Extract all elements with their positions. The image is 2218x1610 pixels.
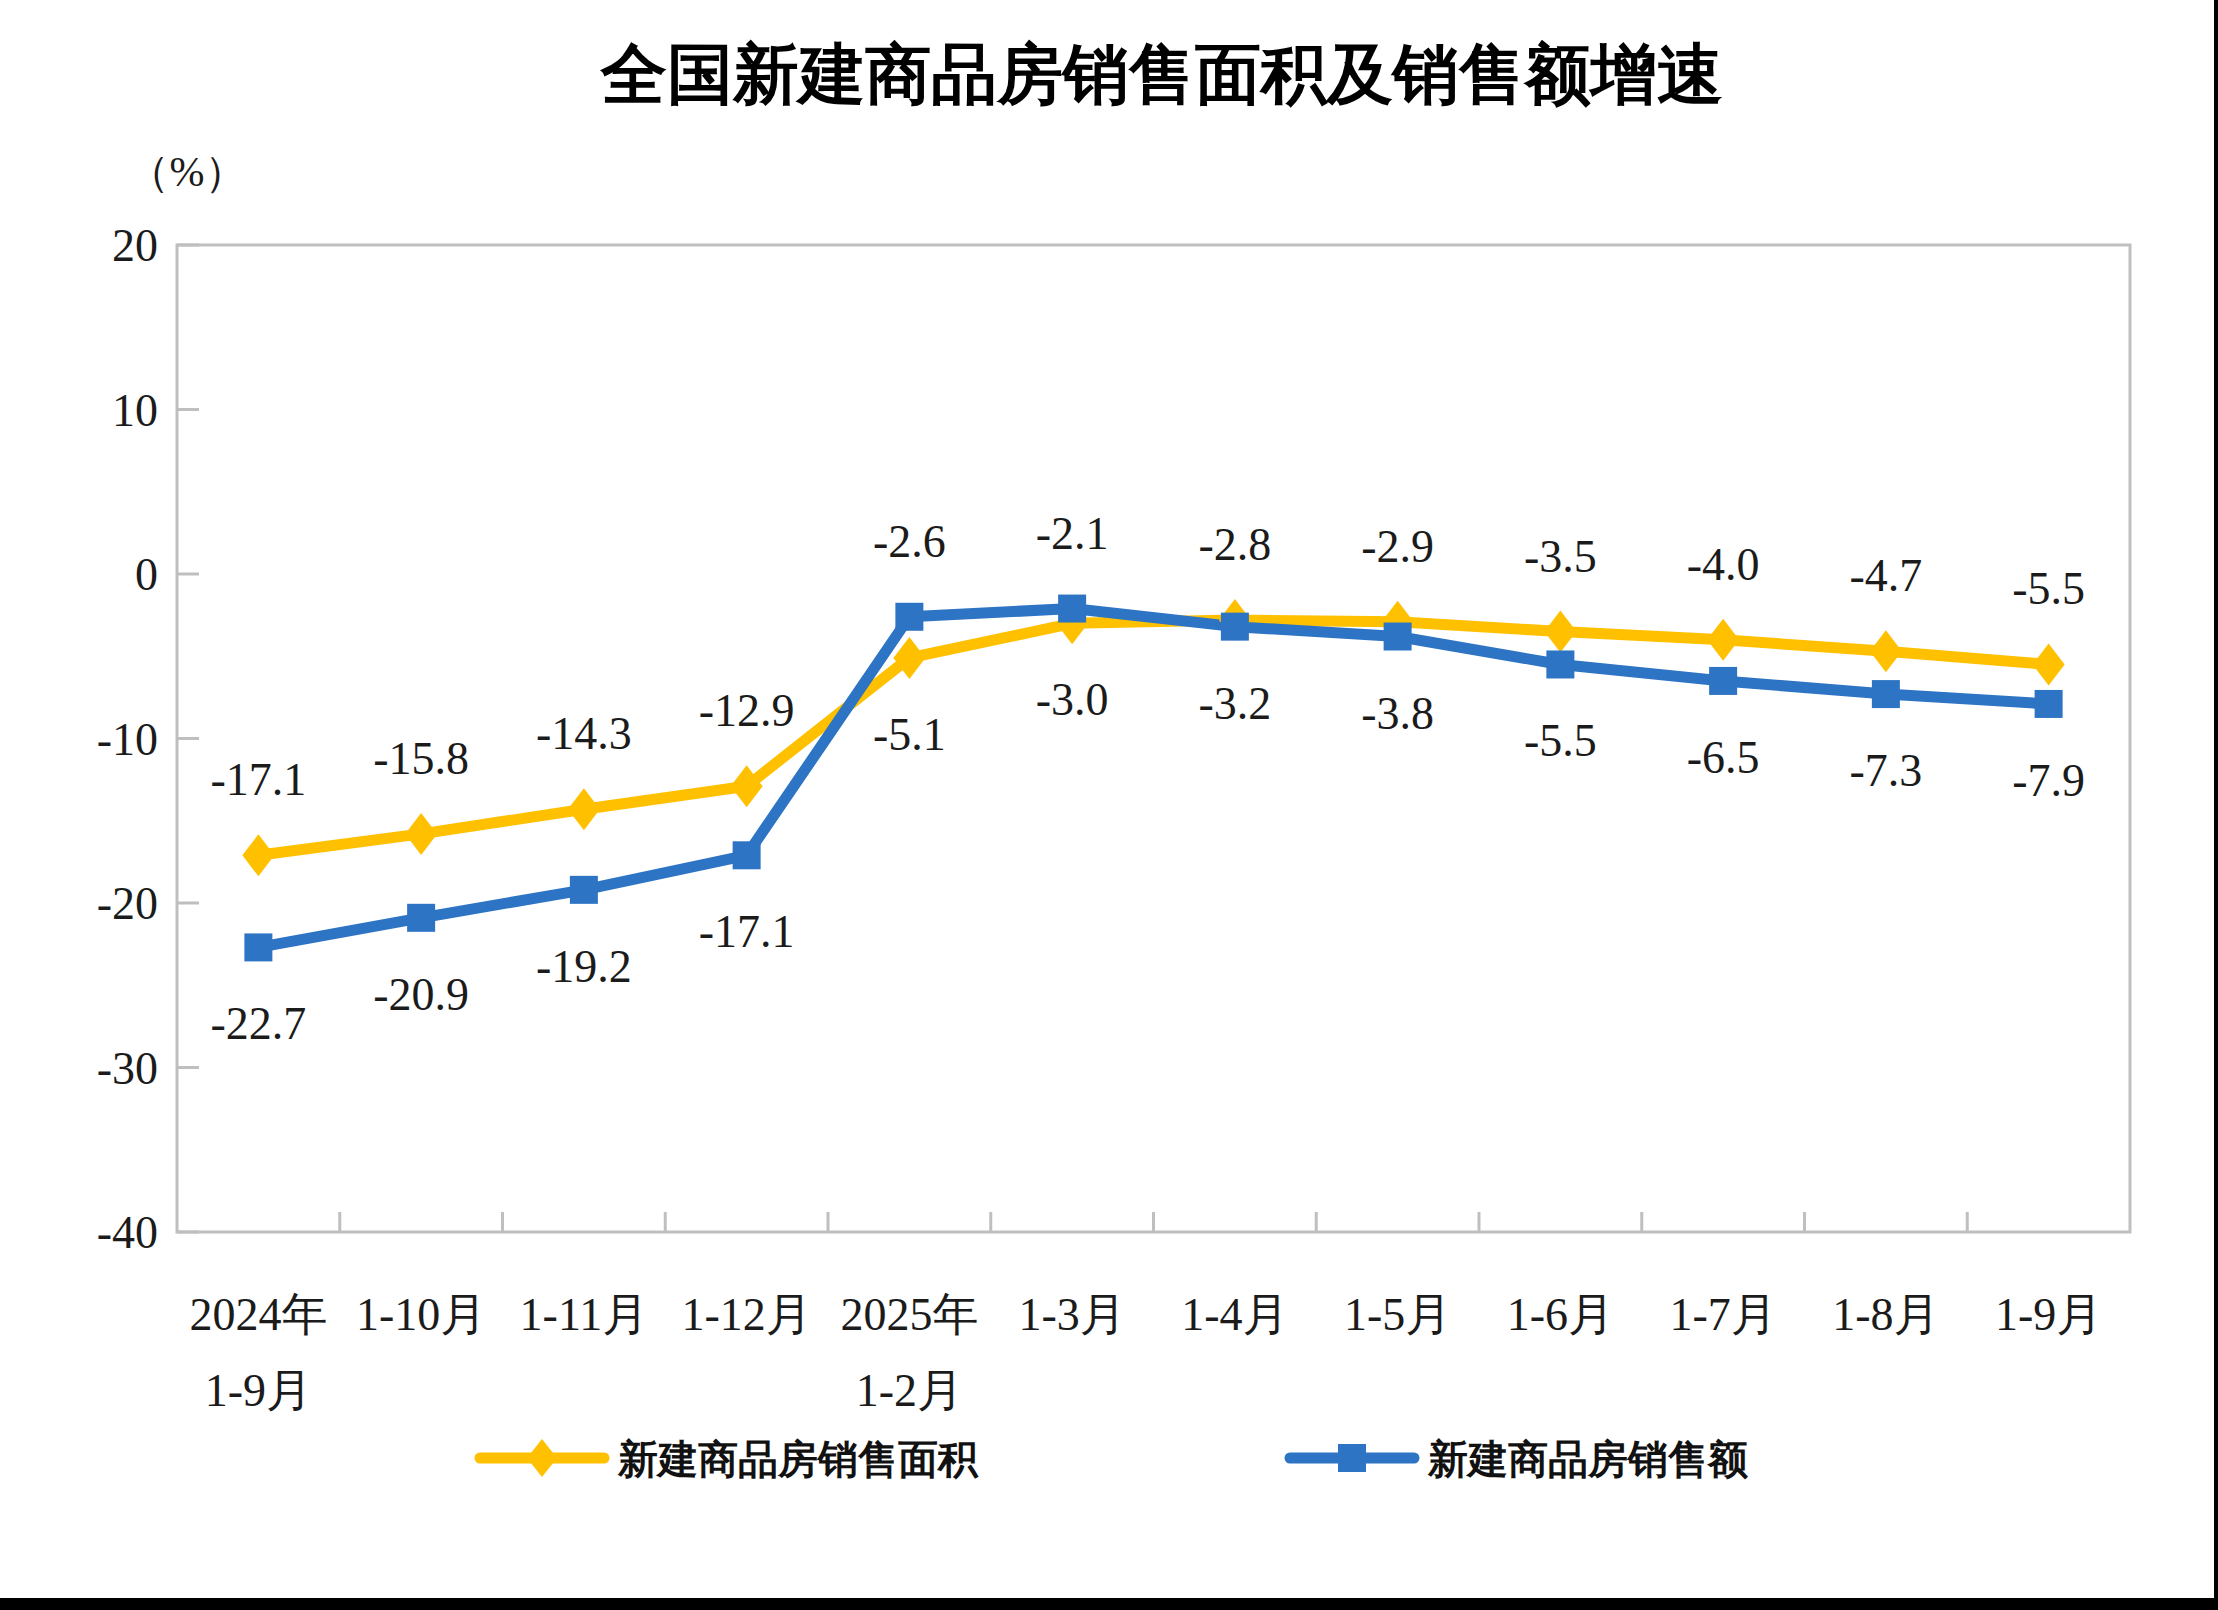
sales-area-value-label: -15.8 bbox=[373, 733, 469, 784]
sales-amount-value-label: -17.1 bbox=[699, 906, 795, 957]
page-background bbox=[0, 0, 2218, 1610]
y-axis-tick-label: -40 bbox=[97, 1207, 158, 1258]
sales-amount-value-label: -2.6 bbox=[873, 516, 946, 567]
x-axis-category-label: 1-9月 bbox=[1995, 1289, 2102, 1340]
x-axis-category-label: 1-10月 bbox=[356, 1289, 486, 1340]
x-axis-category-label: 2025年 bbox=[840, 1289, 978, 1340]
sales-amount-marker bbox=[2035, 690, 2063, 718]
sales-amount-value-label: -20.9 bbox=[373, 969, 469, 1020]
x-axis-category-label: 1-12月 bbox=[681, 1289, 811, 1340]
sales-amount-legend-marker bbox=[1338, 1444, 1366, 1472]
x-axis-category-label: 1-2月 bbox=[856, 1365, 963, 1416]
sales-area-value-label: -2.9 bbox=[1361, 521, 1434, 572]
sales-amount-value-label: -7.9 bbox=[2012, 755, 2085, 806]
sales-amount-value-label: -6.5 bbox=[1687, 732, 1760, 783]
sales-amount-marker bbox=[895, 603, 923, 631]
sales-area-value-label: -3.0 bbox=[1036, 674, 1109, 725]
sales-amount-marker bbox=[1221, 613, 1249, 641]
x-axis-category-label: 1-7月 bbox=[1669, 1289, 1776, 1340]
y-axis-tick-label: -20 bbox=[97, 878, 158, 929]
sales-amount-value-label: -5.5 bbox=[1524, 715, 1597, 766]
x-axis-category-label: 1-4月 bbox=[1181, 1289, 1288, 1340]
x-axis-category-label: 1-11月 bbox=[520, 1289, 649, 1340]
sales-area-value-label: -3.5 bbox=[1524, 531, 1597, 582]
sales-amount-marker bbox=[1709, 667, 1737, 695]
x-axis-category-label: 1-5月 bbox=[1344, 1289, 1451, 1340]
x-axis-category-label: 1-6月 bbox=[1507, 1289, 1614, 1340]
y-axis-tick-label: -30 bbox=[97, 1043, 158, 1094]
sales-amount-value-label: -3.2 bbox=[1198, 678, 1271, 729]
sales-amount-marker bbox=[1872, 680, 1900, 708]
growth-rate-line-chart: 全国新建商品房销售面积及销售额增速 （%） 20 10 0 -10 -20 -30 -40 2… bbox=[0, 0, 2218, 1610]
sales-area-value-label: -2.8 bbox=[1198, 519, 1271, 570]
legend-label-sales-area: 新建商品房销售面积 bbox=[617, 1437, 979, 1481]
x-axis-category-label: 1-3月 bbox=[1018, 1289, 1125, 1340]
y-axis-tick-label: 0 bbox=[135, 549, 158, 600]
x-axis-category-label: 1-9月 bbox=[205, 1365, 312, 1416]
sales-area-value-label: -5.5 bbox=[2012, 563, 2085, 614]
sales-amount-marker bbox=[1546, 650, 1574, 678]
sales-amount-value-label: -22.7 bbox=[210, 998, 306, 1049]
sales-area-value-label: -12.9 bbox=[699, 685, 795, 736]
sales-area-value-label: -14.3 bbox=[536, 708, 632, 759]
sales-area-value-label: -4.0 bbox=[1687, 539, 1760, 590]
sales-amount-marker bbox=[570, 876, 598, 904]
bottom-frame-bar bbox=[0, 1598, 2218, 1610]
chart-page: 全国新建商品房销售面积及销售额增速 （%） 20 10 0 -10 -20 -30 -40 2… bbox=[0, 0, 2218, 1610]
y-axis-tick-label: 20 bbox=[112, 220, 158, 271]
chart-title: 全国新建商品房销售面积及销售额增速 bbox=[599, 37, 1723, 111]
sales-amount-value-label: -2.1 bbox=[1036, 508, 1109, 559]
sales-amount-value-label: -3.8 bbox=[1361, 688, 1434, 739]
x-axis-category-label: 2024年 bbox=[189, 1289, 327, 1340]
sales-amount-marker bbox=[1384, 623, 1412, 651]
sales-area-value-label: -4.7 bbox=[1849, 550, 1922, 601]
y-axis-tick-label: 10 bbox=[112, 385, 158, 436]
sales-amount-value-label: -19.2 bbox=[536, 941, 632, 992]
sales-area-value-label: -17.1 bbox=[210, 754, 306, 805]
sales-amount-marker bbox=[407, 904, 435, 932]
sales-amount-value-label: -7.3 bbox=[1849, 745, 1922, 796]
right-frame-bar bbox=[2214, 0, 2218, 1610]
legend-label-sales-amount: 新建商品房销售额 bbox=[1427, 1437, 1748, 1481]
sales-amount-marker bbox=[244, 933, 272, 961]
y-axis-unit-label: （%） bbox=[128, 149, 247, 195]
sales-area-value-label: -5.1 bbox=[873, 709, 946, 760]
x-axis-category-label: 1-8月 bbox=[1832, 1289, 1939, 1340]
sales-amount-marker bbox=[733, 841, 761, 869]
sales-amount-marker bbox=[1058, 595, 1086, 623]
y-axis-tick-label: -10 bbox=[97, 714, 158, 765]
